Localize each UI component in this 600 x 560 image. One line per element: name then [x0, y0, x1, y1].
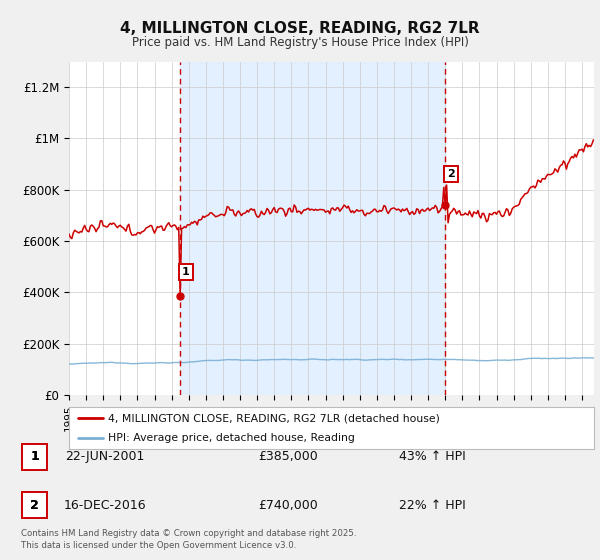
Text: 2: 2	[30, 498, 39, 512]
FancyBboxPatch shape	[22, 444, 47, 470]
Text: Contains HM Land Registry data © Crown copyright and database right 2025.: Contains HM Land Registry data © Crown c…	[21, 529, 356, 538]
Text: 2: 2	[446, 169, 454, 179]
Bar	[179, 62, 445, 395]
Text: HPI: Average price, detached house, Reading: HPI: Average price, detached house, Read…	[109, 433, 355, 443]
Text: 1: 1	[182, 267, 190, 277]
Text: 1: 1	[30, 450, 39, 464]
Text: This data is licensed under the Open Government Licence v3.0.: This data is licensed under the Open Gov…	[21, 541, 296, 550]
Text: 2: 2	[30, 498, 39, 512]
Text: £740,000: £740,000	[258, 498, 318, 512]
Text: 22-JUN-2001: 22-JUN-2001	[65, 450, 145, 464]
FancyBboxPatch shape	[22, 492, 47, 518]
Text: 4, MILLINGTON CLOSE, READING, RG2 7LR: 4, MILLINGTON CLOSE, READING, RG2 7LR	[120, 21, 480, 36]
Text: Price paid vs. HM Land Registry's House Price Index (HPI): Price paid vs. HM Land Registry's House …	[131, 36, 469, 49]
Text: 1: 1	[30, 450, 39, 464]
Text: 4, MILLINGTON CLOSE, READING, RG2 7LR (detached house): 4, MILLINGTON CLOSE, READING, RG2 7LR (d…	[109, 413, 440, 423]
Text: 22% ↑ HPI: 22% ↑ HPI	[398, 498, 466, 512]
Text: 16-DEC-2016: 16-DEC-2016	[64, 498, 146, 512]
Text: 43% ↑ HPI: 43% ↑ HPI	[398, 450, 466, 464]
Text: £385,000: £385,000	[258, 450, 318, 464]
